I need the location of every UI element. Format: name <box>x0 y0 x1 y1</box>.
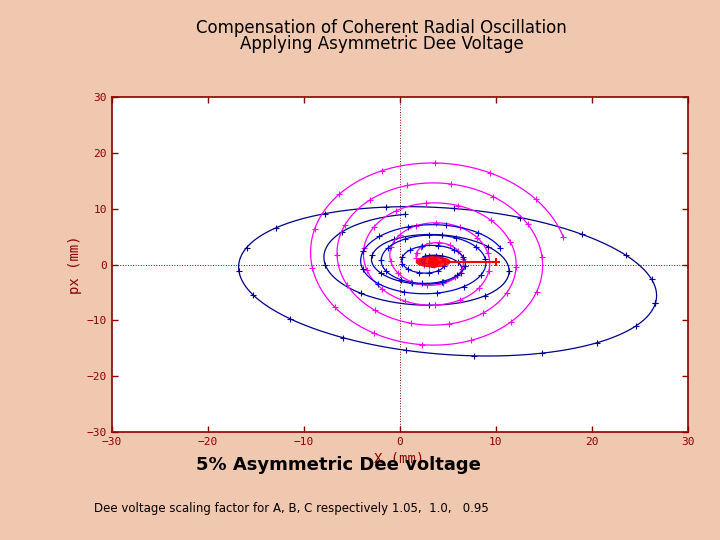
Text: Dee voltage scaling factor for A, B, C respectively 1.05,  1.0,   0.95: Dee voltage scaling factor for A, B, C r… <box>94 502 488 515</box>
Ellipse shape <box>416 257 450 267</box>
Text: Compensation of Coherent Radial Oscillation: Compensation of Coherent Radial Oscillat… <box>197 19 567 37</box>
Text: 5% Asymmetric Dee voltage: 5% Asymmetric Dee voltage <box>196 456 481 474</box>
Y-axis label: px (mm): px (mm) <box>68 235 82 294</box>
Text: Applying Asymmetric Dee Voltage: Applying Asymmetric Dee Voltage <box>240 35 523 53</box>
X-axis label: X (mm): X (mm) <box>374 451 425 465</box>
